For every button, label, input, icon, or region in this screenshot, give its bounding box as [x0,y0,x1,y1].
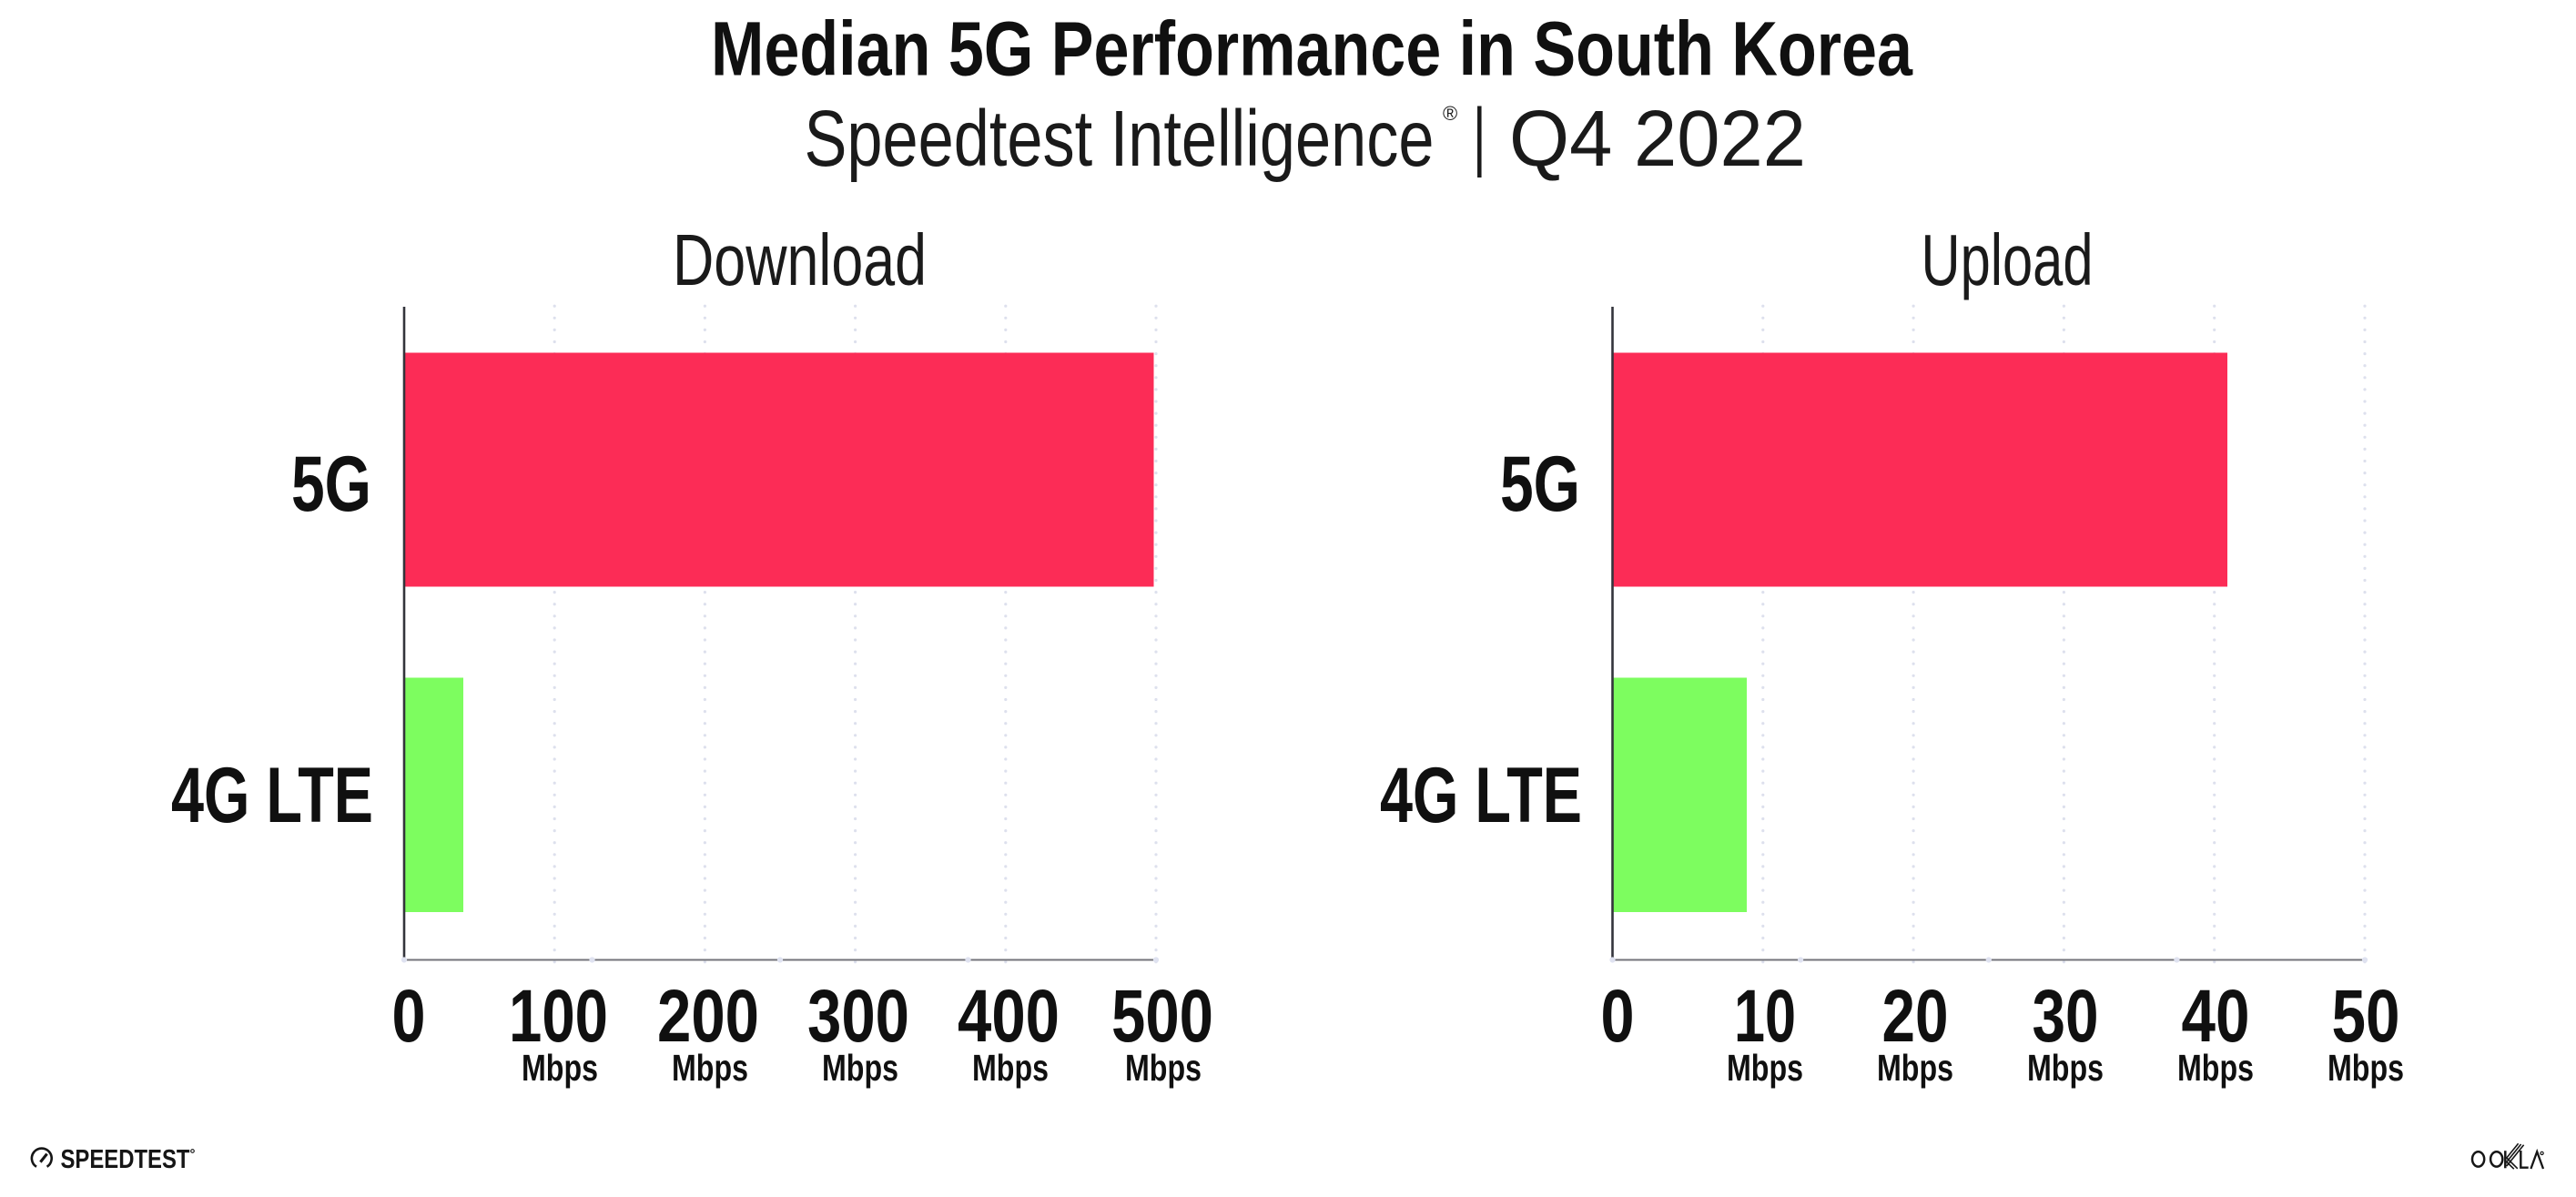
svg-text:0: 0 [392,975,426,1058]
svg-text:Median 5G Performance in South: Median 5G Performance in South Korea [711,6,1913,92]
svg-text:4G LTE: 4G LTE [1380,752,1582,839]
svg-text:5G: 5G [1500,441,1580,528]
svg-text:Mbps: Mbps [2177,1047,2254,1089]
svg-text:100: 100 [509,975,608,1058]
svg-text:Mbps: Mbps [1125,1047,1202,1089]
svg-text:10: 10 [1734,975,1796,1058]
svg-text:SPEEDTEST: SPEEDTEST [61,1145,190,1174]
svg-text:Mbps: Mbps [2027,1047,2104,1089]
svg-text:Upload: Upload [1922,219,2094,300]
svg-text:Mbps: Mbps [822,1047,898,1089]
svg-text:30: 30 [2033,975,2099,1058]
svg-text:Mbps: Mbps [2328,1047,2404,1089]
svg-text:®: ® [1443,102,1457,125]
svg-text:Mbps: Mbps [522,1047,598,1089]
svg-text:Download: Download [673,219,927,300]
svg-text:500: 500 [1111,975,1213,1058]
svg-text:4G LTE: 4G LTE [171,752,373,839]
svg-text:40: 40 [2182,975,2250,1058]
svg-text:400: 400 [958,975,1060,1058]
svg-text:20: 20 [1882,975,1949,1058]
svg-text:Mbps: Mbps [972,1047,1049,1089]
svg-text:50: 50 [2332,975,2400,1058]
svg-text:200: 200 [657,975,759,1058]
svg-text:0: 0 [1601,975,1635,1058]
svg-text:Mbps: Mbps [1877,1047,1953,1089]
svg-text:300: 300 [807,975,909,1058]
svg-text:Mbps: Mbps [1727,1047,1803,1089]
svg-text:Speedtest Intelligence: Speedtest Intelligence [805,95,1435,183]
svg-text:5G: 5G [291,441,371,528]
svg-text:Q4 2022: Q4 2022 [1509,95,1806,183]
svg-text:Mbps: Mbps [672,1047,748,1089]
